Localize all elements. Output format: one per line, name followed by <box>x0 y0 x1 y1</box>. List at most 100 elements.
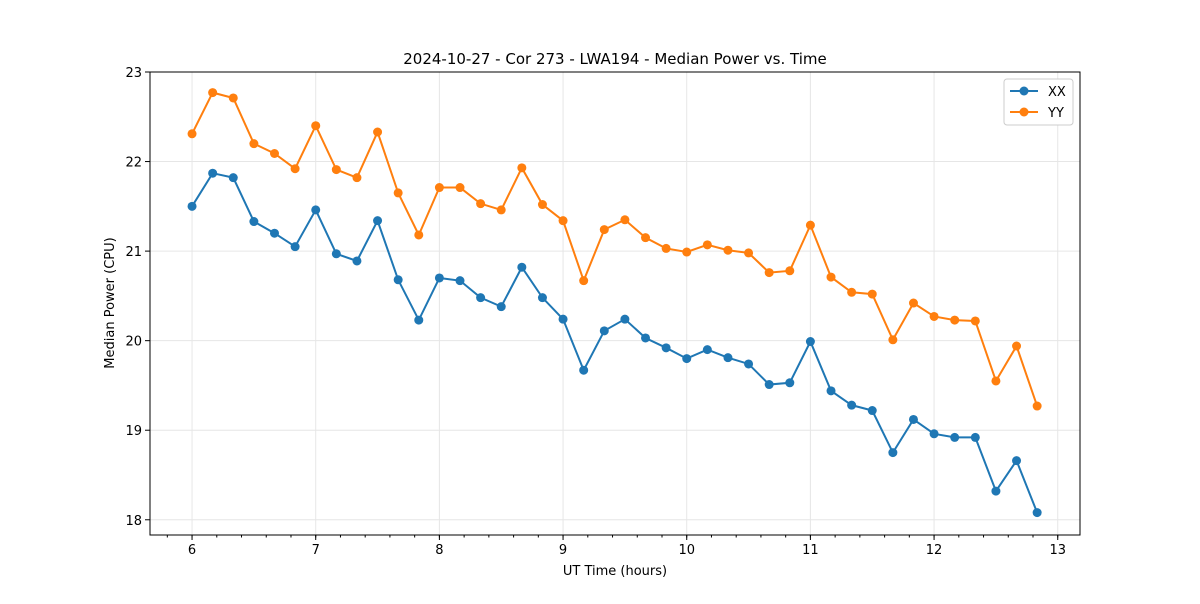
data-point-yy <box>620 215 630 225</box>
data-point-yy <box>434 183 444 193</box>
data-point-yy <box>805 220 815 230</box>
y-axis-label: Median Power (CPU) <box>103 237 118 368</box>
data-point-xx <box>311 205 321 215</box>
data-point-xx <box>1032 508 1042 518</box>
x-tick-label: 6 <box>188 543 196 558</box>
data-point-xx <box>249 217 259 227</box>
data-point-xx <box>434 273 444 283</box>
x-tick-label: 13 <box>1049 543 1066 558</box>
series-line-yy <box>191 91 1039 407</box>
data-point-yy <box>393 188 403 198</box>
legend-marker-xx <box>1019 86 1029 96</box>
data-point-yy <box>208 88 218 98</box>
data-point-xx <box>744 359 754 369</box>
data-point-yy <box>517 163 527 173</box>
data-point-xx <box>723 353 733 363</box>
data-point-xx <box>970 432 980 442</box>
data-point-yy <box>908 298 918 308</box>
x-tick-label: 8 <box>435 543 443 558</box>
data-point-yy <box>847 287 857 297</box>
data-point-xx <box>537 293 547 303</box>
data-point-yy <box>950 315 960 325</box>
series-group <box>187 88 1042 518</box>
plot-frame <box>149 71 1081 536</box>
data-point-xx <box>991 486 1001 496</box>
y-tick-label: 20 <box>125 335 142 350</box>
data-point-xx <box>373 216 383 226</box>
data-point-yy <box>352 173 362 183</box>
grid <box>150 71 1080 535</box>
data-point-xx <box>950 432 960 442</box>
data-point-yy <box>661 243 671 253</box>
data-point-xx <box>558 314 568 324</box>
data-point-yy <box>579 276 589 286</box>
y-tick-label: 19 <box>125 424 142 439</box>
data-point-xx <box>682 354 692 364</box>
x-tick-label: 11 <box>802 543 819 558</box>
data-point-xx <box>352 256 362 266</box>
data-point-xx <box>702 345 712 355</box>
data-point-yy <box>723 245 733 255</box>
axis-ticks: 6 7 8 9 10 11 12 13 18 19 20 21 22 23 <box>125 66 1066 558</box>
data-point-xx <box>599 326 609 336</box>
data-point-yy <box>476 199 486 209</box>
data-point-xx <box>290 242 300 252</box>
series-line-xx <box>191 172 1039 513</box>
data-point-yy <box>599 225 609 235</box>
x-tick-label: 9 <box>559 543 567 558</box>
data-point-xx <box>579 365 589 375</box>
y-tick-label: 21 <box>125 245 142 260</box>
data-point-yy <box>331 165 341 175</box>
data-point-xx <box>826 386 836 396</box>
data-point-yy <box>496 205 506 215</box>
data-point-xx <box>393 275 403 285</box>
data-point-xx <box>208 168 218 178</box>
data-point-xx <box>888 448 898 458</box>
data-point-yy <box>558 216 568 226</box>
data-point-yy <box>373 127 383 137</box>
data-point-xx <box>476 293 486 303</box>
data-point-xx <box>867 406 877 416</box>
legend: XX YY <box>1003 78 1074 126</box>
data-point-yy <box>867 289 877 299</box>
data-point-xx <box>228 173 238 183</box>
data-point-xx <box>908 414 918 424</box>
data-point-xx <box>517 262 527 272</box>
data-point-yy <box>249 139 259 149</box>
data-point-xx <box>785 378 795 388</box>
data-point-yy <box>187 129 197 139</box>
data-point-yy <box>414 230 424 240</box>
data-point-yy <box>929 311 939 321</box>
data-point-yy <box>970 316 980 326</box>
data-point-xx <box>620 314 630 324</box>
data-point-xx <box>496 302 506 312</box>
data-point-yy <box>785 266 795 276</box>
data-point-xx <box>929 429 939 439</box>
x-axis-label: UT Time (hours) <box>563 564 667 579</box>
data-point-yy <box>641 233 651 243</box>
legend-label-xx: XX <box>1048 85 1066 100</box>
y-tick-label: 22 <box>125 156 142 171</box>
data-point-xx <box>641 333 651 343</box>
data-point-xx <box>847 400 857 410</box>
data-point-yy <box>537 200 547 210</box>
x-tick-label: 7 <box>312 543 320 558</box>
x-tick-label: 10 <box>678 543 695 558</box>
data-point-yy <box>888 335 898 345</box>
data-point-xx <box>269 228 279 238</box>
data-point-yy <box>1012 341 1022 351</box>
data-point-xx <box>661 343 671 353</box>
y-tick-label: 18 <box>125 514 142 529</box>
data-point-yy <box>228 93 238 103</box>
data-point-yy <box>269 148 279 158</box>
legend-label-yy: YY <box>1047 106 1064 121</box>
chart-title: 2024-10-27 - Cor 273 - LWA194 - Median P… <box>403 50 827 68</box>
x-tick-label: 12 <box>926 543 943 558</box>
data-point-yy <box>826 272 836 282</box>
data-point-xx <box>187 201 197 211</box>
data-point-yy <box>991 376 1001 386</box>
data-point-yy <box>682 247 692 257</box>
data-point-yy <box>455 183 465 193</box>
data-point-yy <box>1032 401 1042 411</box>
